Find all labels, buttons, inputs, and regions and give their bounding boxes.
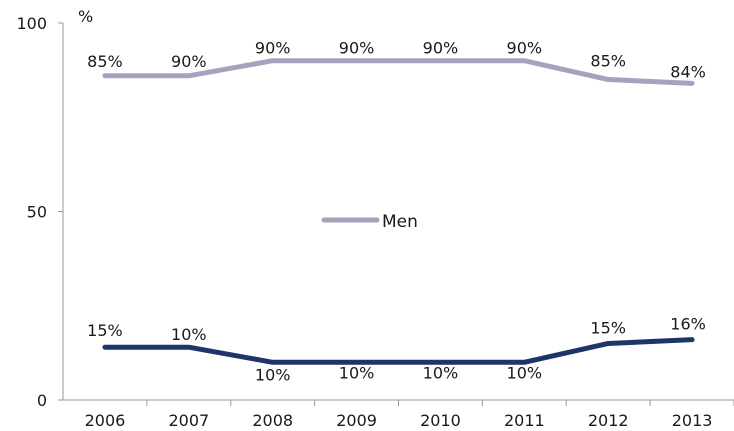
data-labels: 85% 90% 90% 90% 90% 90% 85% 84% 15% 10% 10% 10% 10% 1… — [87, 39, 706, 385]
data-label: 10% — [507, 363, 543, 382]
y-tick-label: 0 — [37, 391, 47, 410]
x-axis-ticks: 2006 2007 2008 2009 2010 2011 2012 2013 — [85, 400, 734, 430]
data-label: 90% — [171, 52, 207, 71]
data-label: 15% — [87, 321, 123, 340]
data-label: 90% — [255, 39, 291, 58]
y-axis-unit-label: % — [78, 7, 93, 26]
legend-label-men: Men — [382, 212, 418, 232]
x-tick-label: 2007 — [168, 411, 209, 430]
series-lines — [102, 58, 695, 365]
y-tick-label: 50 — [27, 203, 47, 222]
data-label: 10% — [339, 363, 375, 382]
data-label: 10% — [255, 365, 291, 384]
x-tick-label: 2009 — [336, 411, 377, 430]
data-label: 16% — [670, 315, 706, 334]
x-tick-label: 2012 — [588, 411, 629, 430]
data-label: 90% — [507, 39, 543, 58]
series-line-men — [102, 58, 695, 86]
data-label: 15% — [590, 318, 626, 337]
data-label: 90% — [339, 39, 375, 58]
data-label: 10% — [423, 363, 459, 382]
y-tick-label: 100 — [16, 14, 47, 33]
y-axis-ticks: 0 50 100 — [16, 14, 63, 410]
data-label: 85% — [87, 52, 123, 71]
data-label: 90% — [423, 39, 459, 58]
legend: Men — [321, 212, 418, 232]
data-label: 10% — [171, 325, 207, 344]
x-tick-label: 2011 — [504, 411, 545, 430]
x-tick-label: 2008 — [252, 411, 293, 430]
series-line-2 — [102, 337, 695, 365]
x-tick-label: 2010 — [420, 411, 461, 430]
data-label: 85% — [590, 52, 626, 71]
x-tick-label: 2006 — [85, 411, 126, 430]
data-label: 84% — [670, 62, 706, 81]
x-tick-label: 2013 — [672, 411, 713, 430]
